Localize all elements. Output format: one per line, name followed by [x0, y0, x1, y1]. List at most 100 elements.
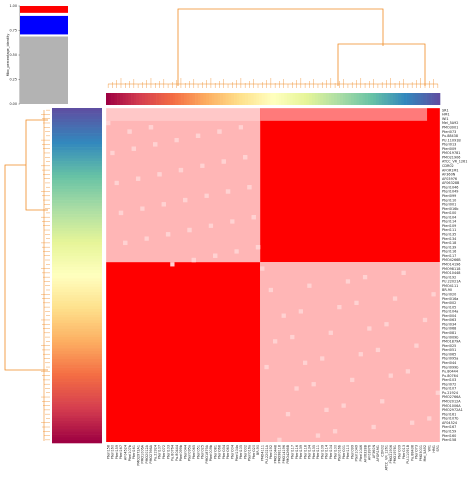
color-bar-cell [52, 320, 102, 324]
heat-cell [135, 176, 141, 181]
row-label: Pteri1049 [442, 190, 458, 194]
color-bar-cell [52, 155, 102, 159]
row-label: Pteri002 [442, 301, 456, 305]
row-label: Pu.80444 [442, 370, 458, 374]
color-bar-cell [150, 93, 154, 105]
column-label: AF03976 [368, 445, 372, 460]
column-color-bar [106, 93, 441, 105]
color-bar-cell [52, 175, 102, 179]
color-bar-cell [339, 93, 343, 105]
column-label: Pteri117 [290, 445, 294, 459]
heat-cell [170, 262, 175, 267]
color-bar-cell [295, 93, 299, 105]
heat-cell [204, 193, 209, 198]
row-label: Pteri099b [442, 365, 458, 369]
color-bar-cell [52, 194, 102, 198]
column-label: PMO3001 [419, 445, 423, 461]
row-label: Pteri020 [442, 292, 456, 296]
heat-cell [405, 369, 411, 374]
column-label: Pteri065 [192, 445, 196, 459]
heat-cell [354, 300, 359, 305]
color-bar-cell [52, 177, 102, 181]
bar-segment-4 [20, 6, 68, 13]
color-bar-cell [256, 93, 260, 105]
color-bar-cell [403, 93, 407, 105]
row-label: Pteri051 [442, 348, 456, 352]
row-label: PMO10448 [442, 271, 460, 275]
color-bar-cell [373, 93, 377, 105]
row-label: PU.11091B [442, 138, 461, 142]
column-label: Pteri044 [183, 445, 187, 459]
color-bar-cell [52, 370, 102, 374]
color-bar-cell [52, 440, 102, 444]
row-label: Pteri044 [442, 361, 456, 365]
column-label: Pteri192 [269, 445, 273, 459]
color-bar-cell [108, 93, 112, 105]
color-bar-cell [337, 93, 341, 105]
row-label: Pteri001 [442, 203, 456, 207]
column-label: Pteri095a [188, 445, 192, 461]
heat-strip [106, 108, 261, 121]
color-bar-cell [236, 93, 240, 105]
color-bar-cell [52, 409, 102, 413]
color-bar-cell [52, 264, 102, 268]
row-label: AF03976 [442, 177, 457, 181]
color-bar-cell [52, 356, 102, 360]
bar-tick-label-3: 0.75 [9, 29, 17, 33]
column-label: Mel_5A92 [423, 445, 427, 461]
color-bar-cell [52, 236, 102, 240]
heat-cell [298, 309, 303, 314]
color-bar-cell [401, 93, 405, 105]
heat-cell [225, 189, 231, 194]
color-bar-cell [52, 108, 102, 112]
heat-cell [392, 296, 398, 301]
heat-cell [234, 249, 239, 254]
column-label: Pteri103 [166, 445, 170, 459]
heat-cell [422, 317, 428, 323]
color-bar-cell [52, 420, 102, 424]
color-bar-cell [231, 93, 235, 105]
color-bar-cell [311, 93, 316, 105]
row-label: PMO98118 [442, 267, 460, 271]
column-label: Pteri072 [162, 445, 166, 459]
row-label: Pteri158 [442, 438, 456, 442]
color-bar-cell [52, 353, 102, 357]
bar-segment-1 [20, 34, 68, 37]
color-bar-cell [52, 222, 102, 226]
heat-cell [294, 386, 299, 391]
color-bar-cell [52, 216, 102, 220]
row-label: AFOR1M1 [442, 168, 459, 172]
row-label: Pteri1046 [442, 185, 458, 189]
column-label: Pteri1046 [359, 445, 363, 461]
row-label: Pteri104 [442, 215, 456, 219]
color-bar-cell [52, 362, 102, 366]
color-bar-cell [239, 93, 243, 105]
color-bar-cell [203, 93, 207, 105]
color-bar-cell [144, 93, 149, 105]
column-label: CDR02 [380, 445, 384, 457]
color-bar-cell [406, 93, 410, 105]
row-label: Pteri192 [442, 275, 456, 279]
color-bar-cell [52, 423, 102, 427]
heat-cell [324, 407, 329, 413]
color-bar-cell [52, 127, 102, 131]
color-bar-cell [52, 250, 102, 254]
row-label: Pteri095a [442, 357, 458, 361]
heat-border [105, 107, 441, 444]
color-bar-cell [52, 158, 102, 162]
row-label: Pteri016a [442, 297, 458, 301]
heat-cell [268, 287, 273, 293]
heat-cell [388, 373, 393, 378]
color-bar-cell [178, 93, 182, 105]
row-label: PMO4266B [442, 258, 461, 262]
color-bar-cell [52, 141, 102, 145]
row-label: Pteri103 [442, 378, 456, 382]
color-bar-cell [52, 230, 102, 234]
color-bar-cell [52, 180, 102, 184]
color-bar-cell [106, 93, 110, 105]
color-bar-cell [409, 93, 413, 105]
color-bar-cell [52, 389, 102, 394]
row-label: Pu.80764 [442, 374, 458, 378]
row-label: Pteri068 [442, 327, 456, 331]
row-labels: SR1HM1WI1Mel_5A92PMO3001Pteri073Pu.88438… [442, 108, 467, 442]
